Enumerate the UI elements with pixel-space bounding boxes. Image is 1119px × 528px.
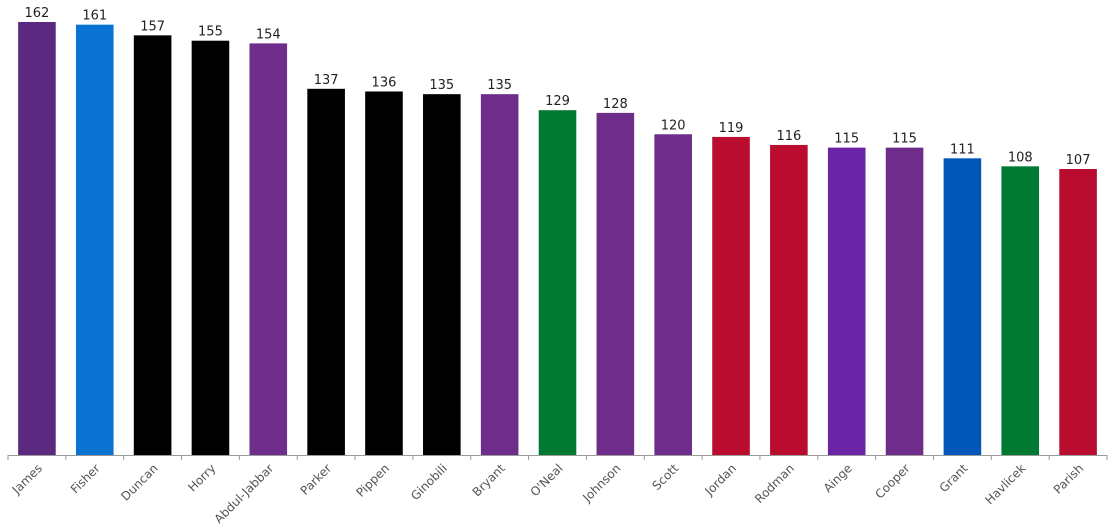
x-tick-label: Havlicek <box>982 461 1028 507</box>
bar-value-label: 135 <box>487 78 512 93</box>
bar[interactable] <box>538 110 577 455</box>
bar[interactable] <box>365 91 403 455</box>
x-tick-label: Parker <box>298 461 335 498</box>
bar-value-label: 119 <box>719 121 744 136</box>
bar[interactable] <box>1001 166 1040 456</box>
bar-value-label: 108 <box>1008 150 1033 165</box>
x-tick-label: Johnson <box>579 461 623 505</box>
x-tick-label: Jordan <box>702 461 740 499</box>
x-tick-label: Parish <box>1051 461 1086 496</box>
bar-value-label: 115 <box>834 132 859 147</box>
x-tick-label: Abdul-Jabbar <box>212 461 277 526</box>
bar[interactable] <box>75 24 114 455</box>
x-tick-label: Duncan <box>118 461 160 503</box>
bar-value-label: 116 <box>776 129 801 144</box>
bar[interactable] <box>307 88 345 455</box>
bar[interactable] <box>249 43 288 455</box>
bar-value-label: 162 <box>25 6 50 21</box>
x-tick-label: Pippen <box>354 461 393 500</box>
x-tick-label: James <box>9 461 45 497</box>
bar[interactable] <box>885 147 924 455</box>
x-tick-label: Fisher <box>68 461 103 496</box>
bar-value-label: 120 <box>661 118 686 133</box>
bar-value-label: 157 <box>140 19 165 34</box>
bar[interactable] <box>18 22 56 455</box>
bar-value-label: 135 <box>429 78 454 93</box>
bar[interactable] <box>191 40 230 456</box>
value-labels-group: 162 161 157 155 154 137 136 135 135 129 128 120 119 1… <box>25 6 1091 168</box>
bar-value-label: 129 <box>545 94 570 109</box>
bar-value-label: 161 <box>82 9 107 24</box>
bar-value-label: 115 <box>892 132 917 147</box>
x-tick-label: Grant <box>937 461 971 495</box>
bar[interactable] <box>712 136 750 455</box>
x-axis-ticks <box>7 455 1108 460</box>
bar[interactable] <box>827 147 866 455</box>
x-tick-label: Bryant <box>470 461 508 499</box>
bar-value-label: 111 <box>950 142 975 157</box>
bar[interactable] <box>480 94 519 456</box>
bar[interactable] <box>770 144 808 455</box>
bar[interactable] <box>654 134 692 455</box>
bar[interactable] <box>133 35 172 455</box>
bar-value-label: 155 <box>198 25 223 40</box>
x-tick-label: Ainge <box>821 461 855 495</box>
x-tick-label: O'Neal <box>528 461 566 499</box>
x-tick-label: Ginobili <box>408 461 450 503</box>
bar-value-label: 128 <box>603 97 628 112</box>
bar[interactable] <box>1059 169 1097 456</box>
bar[interactable] <box>943 158 982 455</box>
bar-value-label: 136 <box>372 75 397 90</box>
x-tick-label: Cooper <box>872 461 912 501</box>
x-tick-label: Scott <box>650 461 682 493</box>
bar[interactable] <box>596 112 635 456</box>
x-tick-label: Rodman <box>752 461 797 506</box>
bars-group <box>18 22 1097 456</box>
bar-value-label: 137 <box>314 73 339 88</box>
bar-value-label: 154 <box>256 27 281 42</box>
bar[interactable] <box>423 94 461 456</box>
bar-value-label: 107 <box>1066 153 1091 168</box>
x-tick-label: Horry <box>185 461 218 494</box>
